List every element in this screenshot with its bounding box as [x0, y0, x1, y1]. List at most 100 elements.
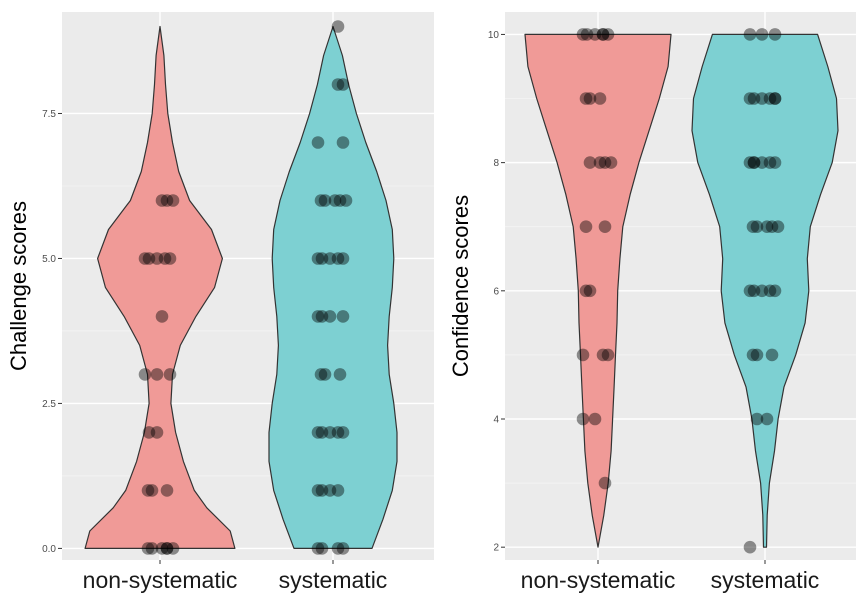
data-point [750, 220, 764, 233]
data-point [331, 484, 345, 497]
data-point [755, 284, 769, 298]
y-tick-label: 10 [488, 30, 500, 41]
confidence-violin-panel: 2 4 6 8 10 non-systematic systematic Confidence… [448, 12, 856, 593]
data-point [579, 220, 593, 233]
data-point [583, 156, 597, 169]
data-point [743, 28, 757, 41]
data-point [604, 156, 618, 169]
data-point [771, 220, 785, 233]
data-point [141, 484, 155, 497]
data-point [763, 156, 777, 169]
data-point [331, 426, 345, 439]
violin-non-systematic [84, 25, 236, 549]
violin-systematic [691, 33, 839, 548]
data-point [141, 542, 155, 555]
data-point [750, 412, 764, 426]
data-point [596, 348, 610, 362]
data-point [765, 220, 779, 233]
data-point [311, 136, 325, 149]
data-point [747, 284, 761, 298]
y-axis-title: Confidence scores [448, 195, 473, 377]
data-point [318, 368, 332, 381]
data-point [318, 194, 332, 207]
data-point [155, 194, 169, 207]
data-point [747, 92, 761, 105]
y-tick-label: 5.0 [42, 254, 56, 265]
data-point [160, 542, 174, 555]
data-point [336, 78, 350, 91]
data-point [768, 28, 782, 41]
data-point [746, 348, 760, 362]
data-point [601, 28, 615, 41]
y-tick-label: 2 [493, 543, 499, 554]
data-point [323, 426, 337, 439]
data-point [579, 284, 593, 298]
y-tick-label: 0.0 [42, 544, 56, 555]
data-point [588, 28, 602, 41]
data-point [150, 368, 164, 381]
challenge-violin-panel: 0.0 2.5 5.0 7.5 non-systematic systematic Chal… [6, 12, 434, 593]
data-point [743, 284, 757, 298]
violin-non-systematic [524, 33, 672, 548]
data-point [580, 28, 594, 41]
y-tick-label: 7.5 [42, 109, 56, 120]
data-point [150, 252, 164, 265]
data-point [743, 540, 757, 554]
data-point [598, 476, 612, 490]
data-point [163, 252, 177, 265]
data-point [314, 368, 328, 381]
x-category-label: systematic [711, 567, 820, 593]
y-tick-label: 2.5 [42, 399, 56, 410]
data-point [583, 284, 597, 298]
data-point [160, 542, 174, 555]
data-point [339, 194, 353, 207]
y-tick-label: 4 [493, 414, 499, 425]
data-point [145, 484, 159, 497]
data-point [166, 542, 180, 555]
data-point [768, 156, 782, 169]
y-tick-label: 8 [493, 158, 499, 169]
data-point [315, 310, 329, 323]
data-point [315, 542, 329, 555]
data-point [768, 92, 782, 105]
data-point [331, 20, 345, 33]
data-point [576, 28, 590, 41]
data-point [755, 92, 769, 105]
data-point [747, 156, 761, 169]
data-point [336, 136, 350, 149]
data-point [336, 426, 350, 439]
data-point [163, 368, 177, 381]
data-point [336, 252, 350, 265]
x-category-label: systematic [279, 567, 388, 593]
data-point [760, 220, 774, 233]
data-point [588, 412, 602, 426]
data-point [333, 368, 347, 381]
data-point [155, 310, 169, 323]
data-point [160, 484, 174, 497]
data-point [593, 92, 607, 105]
data-point [768, 92, 782, 105]
data-point [138, 368, 152, 381]
data-point [579, 92, 593, 105]
x-category-label: non-systematic [83, 567, 238, 593]
data-point [336, 310, 350, 323]
data-point [315, 252, 329, 265]
data-point [328, 194, 342, 207]
y-axis-title: Challenge scores [6, 201, 31, 371]
data-point [743, 92, 757, 105]
data-point [138, 252, 152, 265]
data-point [596, 28, 610, 41]
data-point [755, 28, 769, 41]
x-category-label: non-systematic [521, 567, 676, 593]
data-point [311, 484, 325, 497]
data-point [315, 426, 329, 439]
data-point [311, 252, 325, 265]
data-point [331, 78, 345, 91]
data-point [311, 426, 325, 439]
data-point [145, 542, 159, 555]
data-point [314, 194, 328, 207]
data-point [315, 484, 329, 497]
data-point [323, 252, 337, 265]
data-point [323, 484, 337, 497]
data-point [331, 252, 345, 265]
